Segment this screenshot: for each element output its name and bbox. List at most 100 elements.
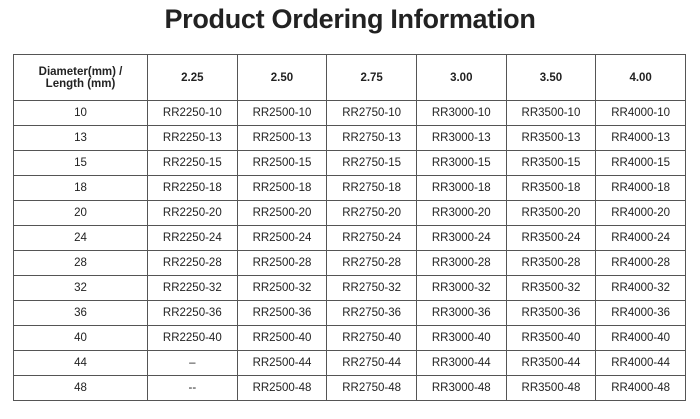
product-code: RR2750-28 bbox=[326, 250, 417, 276]
product-code: RR2500-15 bbox=[236, 150, 328, 176]
product-code: RR3500-28 bbox=[505, 250, 597, 276]
length-cell: 44 bbox=[13, 350, 148, 376]
diameter-header: 2.75 bbox=[326, 54, 417, 101]
product-code: RR4000-36 bbox=[595, 300, 686, 326]
diameter-header: 2.25 bbox=[147, 54, 238, 101]
product-code: RR4000-15 bbox=[595, 150, 686, 176]
product-code: RR4000-20 bbox=[595, 200, 686, 226]
product-code: RR3500-44 bbox=[505, 350, 597, 376]
product-code: RR2250-24 bbox=[147, 225, 238, 251]
diameter-header: 2.50 bbox=[236, 54, 328, 101]
product-code: RR3000-13 bbox=[415, 125, 507, 151]
length-cell: 48 bbox=[13, 375, 148, 401]
product-code: RR3000-44 bbox=[415, 350, 507, 376]
product-code: RR4000-44 bbox=[595, 350, 686, 376]
length-cell: 10 bbox=[13, 100, 148, 126]
page-title: Product Ordering Information bbox=[164, 4, 536, 34]
length-cell: 13 bbox=[13, 125, 148, 151]
product-code: RR2500-18 bbox=[236, 175, 328, 201]
length-cell: 18 bbox=[13, 175, 148, 201]
table-row: 20 RR2250-20 RR2500-20 RR2750-20 RR3000-20 RR… bbox=[13, 200, 686, 226]
product-code: RR4000-28 bbox=[595, 250, 686, 276]
product-code: RR2500-36 bbox=[236, 300, 328, 326]
table-row: 40 RR2250-40 RR2500-40 RR2750-40 RR3000-40 RR… bbox=[13, 325, 686, 351]
product-code: RR4000-48 bbox=[595, 375, 686, 401]
product-code: RR2250-18 bbox=[147, 175, 238, 201]
product-code: RR3500-40 bbox=[505, 325, 597, 351]
product-code: RR2250-10 bbox=[147, 100, 238, 126]
table-row: 36 RR2250-36 RR2500-36 RR2750-36 RR3000-36 RR… bbox=[13, 300, 686, 326]
product-code: RR2250-13 bbox=[147, 125, 238, 151]
product-code: – bbox=[147, 350, 238, 376]
product-code: RR2500-13 bbox=[236, 125, 328, 151]
table-row: 44– RR2500-44 RR2750-44 RR3000-44 RR3500-44 R… bbox=[13, 350, 686, 376]
product-code: RR2750-13 bbox=[326, 125, 417, 151]
length-cell: 40 bbox=[13, 325, 148, 351]
table-row: 13 RR2250-13 RR2500-13 RR2750-13 RR3000-13 RR… bbox=[13, 125, 686, 151]
product-code: RR2500-20 bbox=[236, 200, 328, 226]
product-code: RR3500-10 bbox=[505, 100, 597, 126]
product-code: RR4000-32 bbox=[595, 275, 686, 301]
table-row: 18 RR2250-18 RR2500-18 RR2750-18 RR3000-18 RR… bbox=[13, 175, 686, 201]
product-code: RR2750-32 bbox=[326, 275, 417, 301]
ordering-table: Diameter(mm) / Length (mm) 2.25 2.50 2.75 3.… bbox=[13, 54, 686, 401]
product-code: RR4000-10 bbox=[595, 100, 686, 126]
product-code: RR2250-40 bbox=[147, 325, 238, 351]
table-row: 32 RR2250-32 RR2500-32 RR2750-32 RR3000-32 RR… bbox=[13, 275, 686, 301]
product-code: RR2750-18 bbox=[326, 175, 417, 201]
length-cell: 15 bbox=[13, 150, 148, 176]
product-code: -- bbox=[147, 375, 238, 401]
product-code: RR2750-48 bbox=[326, 375, 417, 401]
product-code: RR3000-32 bbox=[415, 275, 507, 301]
table-row: 28 RR2250-28 RR2500-28 RR2750-28 RR3000-28 RR… bbox=[13, 250, 686, 276]
product-code: RR3000-20 bbox=[415, 200, 507, 226]
length-cell: 28 bbox=[13, 250, 148, 276]
diameter-header: 3.50 bbox=[505, 54, 597, 101]
product-code: RR2500-44 bbox=[236, 350, 328, 376]
product-code: RR2750-40 bbox=[326, 325, 417, 351]
product-code: RR2750-24 bbox=[326, 225, 417, 251]
product-code: RR3500-20 bbox=[505, 200, 597, 226]
length-cell: 36 bbox=[13, 300, 148, 326]
product-code: RR3500-15 bbox=[505, 150, 597, 176]
product-code: RR3500-24 bbox=[505, 225, 597, 251]
length-cell: 24 bbox=[13, 225, 148, 251]
product-code: RR2750-44 bbox=[326, 350, 417, 376]
product-code: RR3000-48 bbox=[415, 375, 507, 401]
product-code: RR3000-15 bbox=[415, 150, 507, 176]
diameter-header: 3.00 bbox=[415, 54, 507, 101]
product-code: RR2250-15 bbox=[147, 150, 238, 176]
diameter-header: 4.00 bbox=[595, 54, 686, 101]
product-code: RR4000-24 bbox=[595, 225, 686, 251]
product-code: RR2250-32 bbox=[147, 275, 238, 301]
product-code: RR4000-18 bbox=[595, 175, 686, 201]
product-code: RR2750-20 bbox=[326, 200, 417, 226]
table-body: 10 RR2250-10 RR2500-10 RR2750-10 RR3000-10 RR… bbox=[13, 100, 686, 401]
product-code: RR2250-28 bbox=[147, 250, 238, 276]
product-code: RR2500-28 bbox=[236, 250, 328, 276]
product-code: RR4000-40 bbox=[595, 325, 686, 351]
table-row: 15 RR2250-15 RR2500-15 RR2750-15 RR3000-15 RR… bbox=[13, 150, 686, 176]
length-cell: 32 bbox=[13, 275, 148, 301]
header-row: Diameter(mm) / Length (mm) 2.25 2.50 2.75 3.… bbox=[13, 54, 686, 101]
corner-header: Diameter(mm) / Length (mm) bbox=[13, 54, 148, 101]
product-code: RR2750-10 bbox=[326, 100, 417, 126]
table-row: 24 RR2250-24 RR2500-24 RR2750-24 RR3000-24 RR… bbox=[13, 225, 686, 251]
product-code: RR2250-36 bbox=[147, 300, 238, 326]
product-code: RR2500-48 bbox=[236, 375, 328, 401]
product-code: RR3500-48 bbox=[505, 375, 597, 401]
product-code: RR3500-32 bbox=[505, 275, 597, 301]
product-code: RR2500-40 bbox=[236, 325, 328, 351]
product-code: RR2500-32 bbox=[236, 275, 328, 301]
product-code: RR3000-24 bbox=[415, 225, 507, 251]
product-code: RR3000-10 bbox=[415, 100, 507, 126]
product-code: RR2500-24 bbox=[236, 225, 328, 251]
product-code: RR2750-36 bbox=[326, 300, 417, 326]
product-code: RR3000-36 bbox=[415, 300, 507, 326]
product-code: RR2500-10 bbox=[236, 100, 328, 126]
product-code: RR2750-15 bbox=[326, 150, 417, 176]
product-code: RR3500-18 bbox=[505, 175, 597, 201]
product-code: RR3000-40 bbox=[415, 325, 507, 351]
table-row: 48 -- RR2500-48 RR2750-48 RR3000-48 RR3500-48… bbox=[13, 375, 686, 401]
